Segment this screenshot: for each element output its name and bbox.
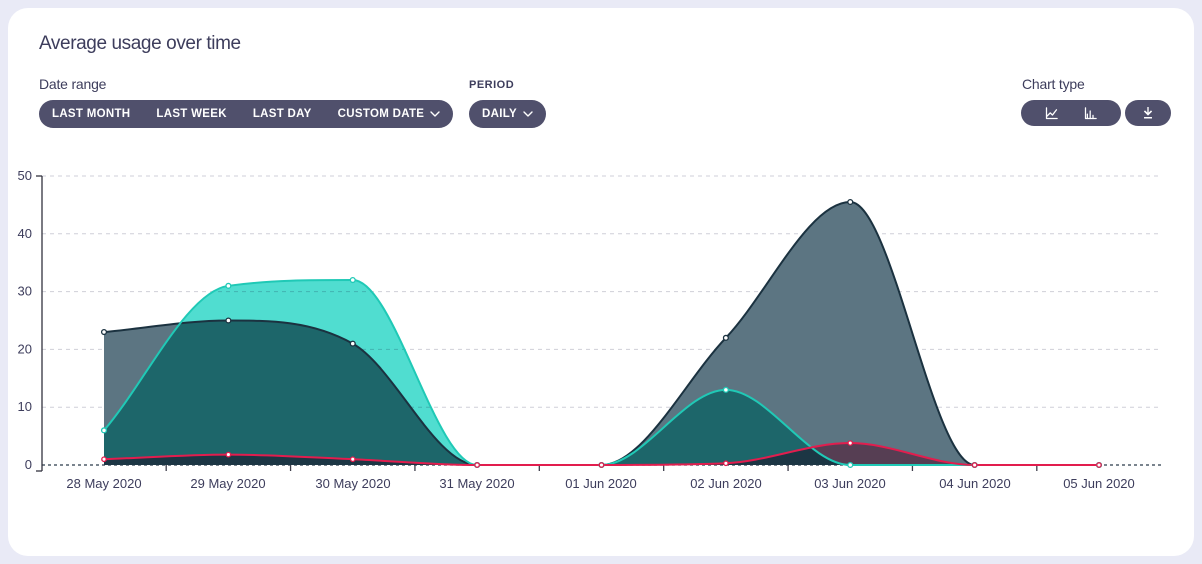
- svg-text:29 May 2020: 29 May 2020: [190, 476, 265, 491]
- svg-text:40: 40: [18, 226, 32, 241]
- svg-text:28 May 2020: 28 May 2020: [66, 476, 141, 491]
- svg-text:50: 50: [18, 168, 32, 183]
- svg-text:0: 0: [25, 457, 32, 472]
- svg-text:01 Jun 2020: 01 Jun 2020: [565, 476, 637, 491]
- svg-text:31 May 2020: 31 May 2020: [439, 476, 514, 491]
- svg-text:04 Jun 2020: 04 Jun 2020: [939, 476, 1011, 491]
- svg-text:10: 10: [18, 399, 32, 414]
- svg-text:02 Jun 2020: 02 Jun 2020: [690, 476, 762, 491]
- svg-text:03 Jun 2020: 03 Jun 2020: [814, 476, 886, 491]
- svg-text:05 Jun 2020: 05 Jun 2020: [1063, 476, 1135, 491]
- svg-text:30 May 2020: 30 May 2020: [315, 476, 390, 491]
- svg-text:20: 20: [18, 341, 32, 356]
- svg-text:30: 30: [18, 284, 32, 299]
